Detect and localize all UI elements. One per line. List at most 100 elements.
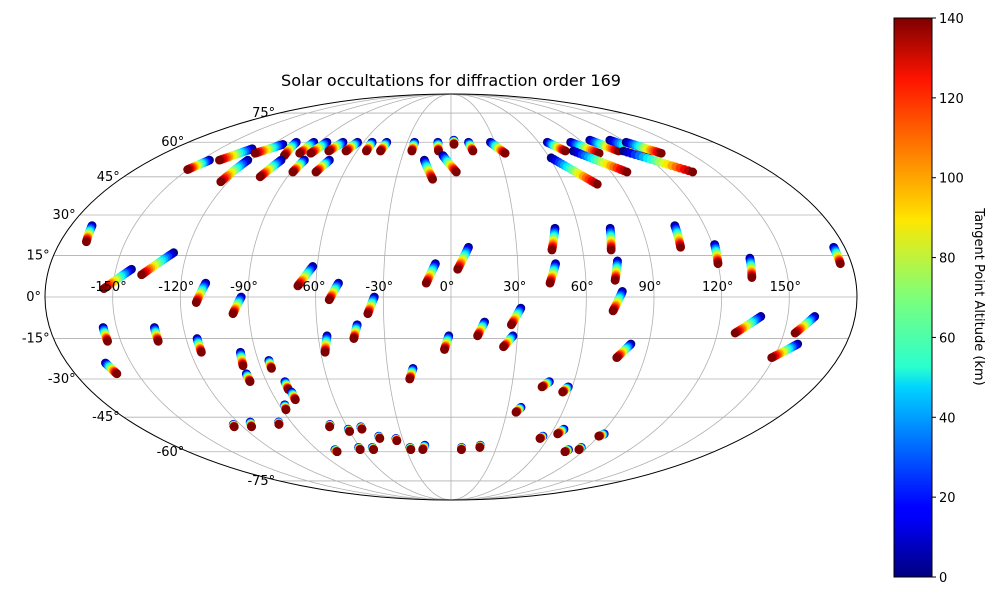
occultation-track: [829, 242, 845, 269]
data-point: [376, 146, 385, 156]
data-point: [288, 167, 298, 177]
occultation-track: [547, 223, 560, 255]
occultation-track: [363, 292, 379, 319]
latitude-tick-label: -75°: [247, 474, 275, 489]
occultation-track: [566, 137, 604, 158]
data-point: [247, 422, 256, 432]
occultation-track: [605, 223, 616, 255]
occultation-track: [250, 140, 288, 158]
data-point: [612, 353, 622, 363]
colorbar-tick-label: 0: [939, 571, 947, 586]
data-point: [790, 328, 800, 338]
data-point: [81, 237, 91, 247]
occultation-track: [610, 256, 622, 285]
data-point: [553, 429, 563, 439]
data-point: [215, 155, 224, 165]
occultation-track: [619, 146, 698, 177]
data-point: [449, 140, 459, 149]
data-point: [103, 336, 113, 346]
occultation-track: [356, 422, 367, 434]
occultation-track: [486, 137, 510, 158]
data-point: [112, 369, 122, 379]
data-point: [229, 422, 239, 432]
latitude-tick-label: 0°: [26, 290, 41, 305]
data-point: [216, 177, 226, 187]
data-point: [306, 148, 316, 158]
data-point: [407, 146, 417, 156]
data-point: [341, 146, 351, 156]
longitude-tick-label: -60°: [298, 280, 326, 295]
occultation-track: [280, 400, 291, 415]
occultation-track: [279, 137, 301, 160]
occultation-track: [585, 135, 624, 156]
data-point: [561, 146, 570, 156]
occultation-track: [216, 155, 253, 187]
occultation-track: [137, 248, 179, 280]
occultation-track: [341, 137, 362, 156]
occultation-track: [457, 443, 466, 454]
data-point: [499, 342, 508, 352]
occultation-track: [546, 153, 602, 189]
data-point: [99, 284, 109, 294]
data-point: [767, 353, 777, 363]
data-point: [355, 445, 365, 454]
occultation-track: [419, 155, 438, 184]
longitude-tick-label: -120°: [158, 280, 194, 295]
data-point: [622, 167, 632, 177]
colorbar-tick-label: 20: [939, 491, 956, 506]
data-point: [558, 387, 568, 397]
data-point: [191, 298, 201, 307]
occultation-track: [376, 137, 392, 156]
occultation-track: [288, 155, 309, 177]
occultation-track: [511, 402, 526, 417]
data-point: [324, 295, 334, 305]
occultation-track: [407, 137, 419, 156]
occultation-track: [98, 323, 113, 346]
occultation-track: [101, 358, 122, 379]
latitude-tick-label: -15°: [22, 332, 50, 347]
occultation-track: [349, 320, 362, 343]
latitude-tick-label: -60°: [157, 445, 185, 460]
occultation-track: [255, 155, 286, 182]
occultation-track: [710, 240, 723, 269]
occultation-track: [464, 137, 478, 156]
colorbar-tick-label: 140: [939, 12, 964, 27]
data-point: [332, 447, 342, 457]
occultation-track: [324, 278, 343, 305]
data-point: [245, 377, 255, 387]
occultation-track: [306, 137, 332, 158]
longitude-tick-label: -150°: [91, 280, 127, 295]
occultation-track: [558, 382, 573, 397]
colorbar-tick-label: 100: [939, 172, 964, 187]
latitude-tick-label: 15°: [27, 248, 50, 263]
occultation-track: [621, 137, 666, 158]
data-point: [137, 270, 147, 280]
occultation-track: [473, 317, 489, 341]
occultation-track: [670, 221, 685, 252]
data-point: [361, 146, 371, 156]
occultation-track: [228, 420, 239, 432]
data-point: [250, 148, 260, 158]
data-point: [610, 275, 620, 285]
data-point: [363, 309, 373, 319]
occultation-track: [453, 242, 473, 274]
data-point: [511, 407, 521, 417]
occultation-track: [440, 331, 454, 354]
latitude-tick-label: 45°: [97, 170, 120, 185]
occultation-track: [499, 331, 518, 352]
occultation-track: [320, 331, 332, 357]
occultation-track: [99, 264, 136, 294]
colorbar-tick-label: 40: [939, 411, 956, 426]
data-point: [835, 259, 845, 269]
data-point: [537, 382, 547, 392]
data-point: [473, 331, 482, 341]
data-point: [405, 374, 415, 384]
occultation-track: [545, 259, 560, 288]
occultation-track: [506, 303, 526, 330]
longitude-gridline: [112, 93, 452, 501]
occultation-track: [343, 424, 355, 436]
occultation-track: [228, 292, 246, 319]
data-point: [238, 361, 248, 371]
chart-title: Solar occultations for diffraction order…: [281, 71, 621, 90]
